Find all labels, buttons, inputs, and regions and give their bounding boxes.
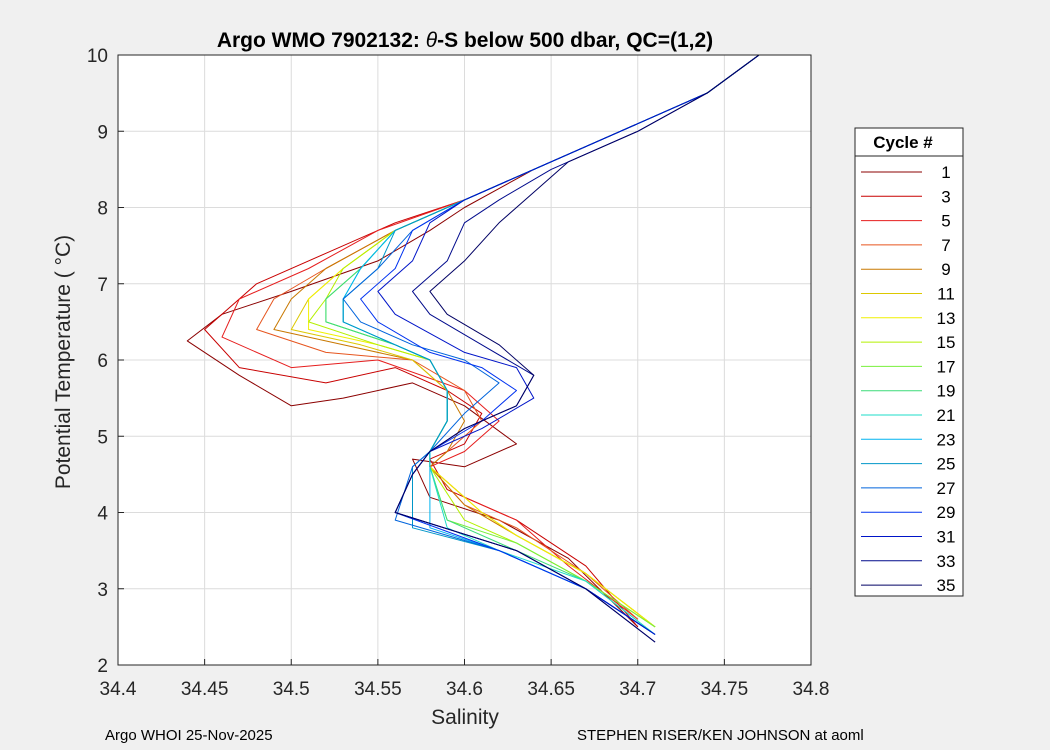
legend-label: 3 [941,187,950,206]
x-tick-label: 34.4 [100,679,137,700]
legend-label: 27 [937,479,956,498]
y-tick-label: 2 [97,656,108,677]
x-tick-labels: 34.4 34.45 34.5 34.55 34.6 34.65 34.7 34.75 34.8 [100,679,830,700]
footer-left: Argo WHOI 25-Nov-2025 [105,727,273,744]
legend-label: 11 [937,285,955,304]
chart-title: Argo WMO 7902132: θ-S below 500 dbar, QC… [217,29,713,52]
legend-label: 13 [937,309,956,328]
legend-label: 9 [941,260,950,279]
footer-right: STEPHEN RISER/KEN JOHNSON at aoml [577,727,864,744]
legend-label: 21 [937,406,956,425]
series-line-cycle-1 [186,54,760,628]
y-tick-label: 9 [97,122,108,143]
x-tick-label: 34.8 [793,679,830,700]
legend-label: 19 [937,382,956,401]
y-tick-label: 5 [97,427,108,448]
y-tick-labels: 2 3 4 5 6 7 8 9 10 [87,46,109,677]
y-axis-label: Potential Temperature ( °C) [52,235,75,489]
x-tick-label: 34.6 [446,679,483,700]
x-tick-label: 34.5 [273,679,310,700]
series-line-cycle-35 [394,54,760,643]
legend-label: 15 [937,333,956,352]
legend-label: 1 [941,163,950,182]
title-prefix: Argo WMO 7902132: [217,29,426,52]
legend-label: 31 [937,528,956,547]
y-tick-label: 6 [97,351,108,372]
y-tick-label: 8 [97,199,108,220]
y-tick-label: 4 [97,504,108,525]
legend-title: Cycle # [873,133,933,152]
legend-label: 25 [937,455,956,474]
legend-label: 17 [937,357,956,376]
x-axis-label: Salinity [431,706,499,729]
legend-label: 29 [937,503,956,522]
x-tick-label: 34.75 [701,679,749,700]
legend-label: 35 [937,576,956,595]
y-tick-label: 7 [97,275,108,296]
legend-box [854,127,964,597]
series-group [186,54,760,643]
x-tick-label: 34.65 [527,679,575,700]
x-tick-label: 34.45 [181,679,229,700]
title-theta-symbol: θ [426,29,438,52]
legend-label: 23 [937,430,956,449]
plot-frame [117,54,812,666]
legend-label: 33 [937,552,956,571]
y-tick-label: 3 [97,580,108,601]
y-tick-label: 10 [87,46,108,67]
x-tick-label: 34.55 [354,679,402,700]
title-suffix: -S below 500 dbar, QC=(1,2) [437,29,713,52]
legend-label: 7 [941,236,950,255]
x-tick-label: 34.7 [619,679,656,700]
legend-label: 5 [941,212,950,231]
